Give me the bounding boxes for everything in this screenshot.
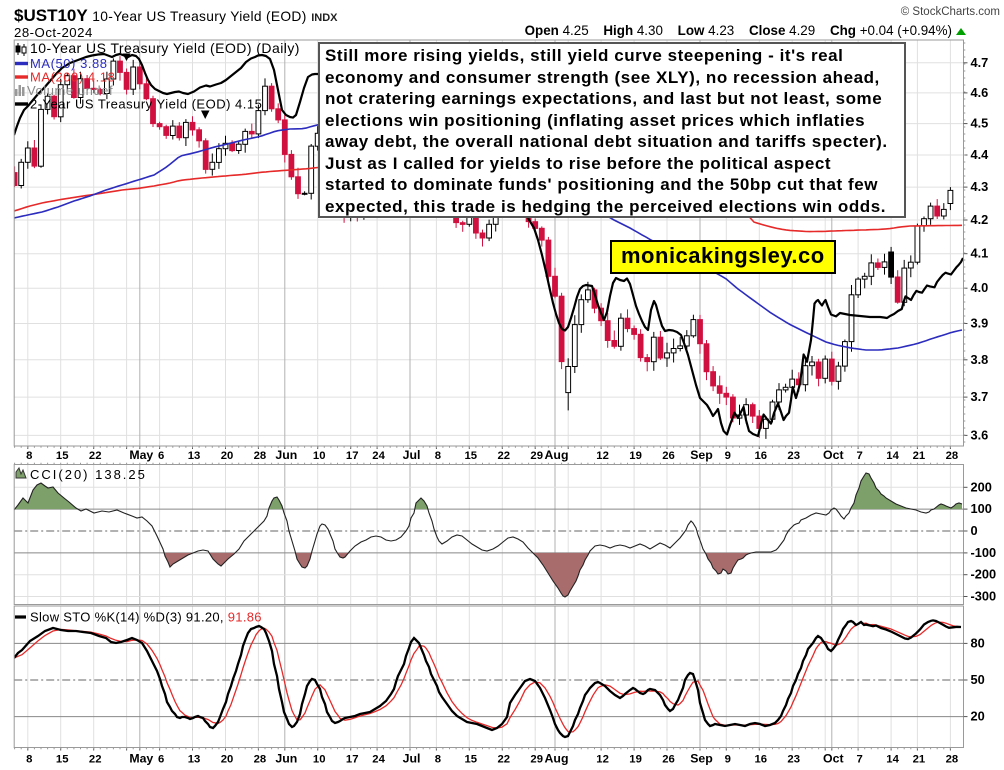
svg-text:24: 24 — [372, 754, 385, 766]
svg-text:4.2: 4.2 — [971, 212, 989, 227]
svg-text:29: 29 — [530, 754, 543, 766]
svg-text:29: 29 — [530, 450, 543, 462]
svg-text:Aug: Aug — [545, 752, 569, 766]
svg-text:6: 6 — [158, 450, 164, 462]
svg-text:22: 22 — [89, 450, 102, 462]
svg-text:8: 8 — [26, 450, 32, 462]
svg-text:3.8: 3.8 — [971, 352, 989, 367]
svg-text:Jun: Jun — [275, 448, 297, 462]
svg-text:2-Year US Treasury Yield (EOD): 2-Year US Treasury Yield (EOD) 4.15 — [30, 97, 262, 112]
svg-text:21: 21 — [913, 754, 926, 766]
svg-text:13: 13 — [188, 754, 201, 766]
svg-text:22: 22 — [89, 754, 102, 766]
svg-text:15: 15 — [465, 754, 478, 766]
svg-text:17: 17 — [346, 450, 359, 462]
svg-text:Jul: Jul — [403, 448, 421, 462]
svg-text:14: 14 — [886, 754, 899, 766]
svg-text:4.0: 4.0 — [971, 280, 989, 295]
svg-text:24: 24 — [372, 450, 385, 462]
svg-text:MA(50) 3.88: MA(50) 3.88 — [30, 56, 108, 71]
svg-text:CCI(20) 138.25: CCI(20) 138.25 — [30, 467, 147, 482]
svg-text:22: 22 — [498, 450, 511, 462]
svg-text:-200: -200 — [971, 567, 997, 582]
svg-text:4.7: 4.7 — [971, 55, 989, 70]
svg-text:4.6: 4.6 — [971, 85, 989, 100]
svg-text:20: 20 — [221, 450, 234, 462]
svg-text:8: 8 — [435, 754, 441, 766]
svg-text:-300: -300 — [971, 589, 997, 604]
svg-text:3.7: 3.7 — [971, 389, 989, 404]
svg-text:4.5: 4.5 — [971, 116, 989, 131]
svg-text:80: 80 — [971, 635, 985, 650]
svg-text:17: 17 — [346, 754, 359, 766]
svg-text:Oct: Oct — [823, 448, 844, 462]
svg-text:50: 50 — [971, 672, 985, 687]
svg-text:15: 15 — [56, 450, 69, 462]
svg-text:28: 28 — [254, 450, 267, 462]
svg-text:4.1: 4.1 — [971, 246, 989, 261]
svg-text:9: 9 — [725, 754, 731, 766]
svg-text:May: May — [129, 448, 153, 462]
svg-text:12: 12 — [596, 450, 609, 462]
svg-text:23: 23 — [787, 450, 800, 462]
svg-text:200: 200 — [971, 479, 992, 494]
svg-text:10-Year US Treasury Yield (EOD: 10-Year US Treasury Yield (EOD) (Daily) — [30, 40, 300, 56]
svg-text:26: 26 — [662, 754, 675, 766]
svg-text:10: 10 — [313, 754, 326, 766]
svg-text:7: 7 — [856, 450, 862, 462]
svg-text:Jul: Jul — [403, 752, 421, 766]
svg-text:Slow STO %K(14) %D(3) 91.20, 9: Slow STO %K(14) %D(3) 91.20, 91.86 — [30, 610, 262, 625]
svg-text:16: 16 — [755, 450, 768, 462]
svg-text:Jun: Jun — [275, 752, 297, 766]
svg-text:9: 9 — [725, 450, 731, 462]
svg-text:Volume undef: Volume undef — [27, 83, 113, 98]
svg-text:0: 0 — [971, 523, 978, 538]
svg-text:28: 28 — [254, 754, 267, 766]
svg-text:7: 7 — [856, 754, 862, 766]
svg-text:8: 8 — [435, 450, 441, 462]
svg-text:MA(200) 4.18: MA(200) 4.18 — [30, 70, 115, 85]
svg-text:20: 20 — [221, 754, 234, 766]
svg-text:3.6: 3.6 — [971, 427, 989, 442]
svg-text:15: 15 — [465, 450, 478, 462]
svg-text:16: 16 — [755, 754, 768, 766]
svg-text:19: 19 — [629, 754, 642, 766]
svg-text:19: 19 — [629, 450, 642, 462]
svg-text:Oct: Oct — [823, 752, 844, 766]
svg-text:Sep: Sep — [690, 752, 713, 766]
svg-text:May: May — [129, 752, 153, 766]
svg-text:10: 10 — [313, 450, 326, 462]
svg-text:14: 14 — [886, 450, 899, 462]
svg-text:12: 12 — [596, 754, 609, 766]
svg-text:13: 13 — [188, 450, 201, 462]
svg-text:4.3: 4.3 — [971, 179, 989, 194]
svg-text:6: 6 — [158, 754, 164, 766]
svg-text:28: 28 — [946, 450, 959, 462]
svg-text:15: 15 — [56, 754, 69, 766]
svg-text:28: 28 — [946, 754, 959, 766]
svg-text:4.4: 4.4 — [971, 147, 990, 162]
svg-text:100: 100 — [971, 501, 992, 516]
svg-text:8: 8 — [26, 754, 32, 766]
svg-text:Sep: Sep — [690, 448, 713, 462]
svg-text:20: 20 — [971, 709, 985, 724]
svg-text:-100: -100 — [971, 545, 997, 560]
svg-text:23: 23 — [787, 754, 800, 766]
svg-text:Aug: Aug — [545, 448, 569, 462]
svg-text:3.9: 3.9 — [971, 316, 989, 331]
svg-text:21: 21 — [913, 450, 926, 462]
svg-text:22: 22 — [498, 754, 511, 766]
svg-text:26: 26 — [662, 450, 675, 462]
